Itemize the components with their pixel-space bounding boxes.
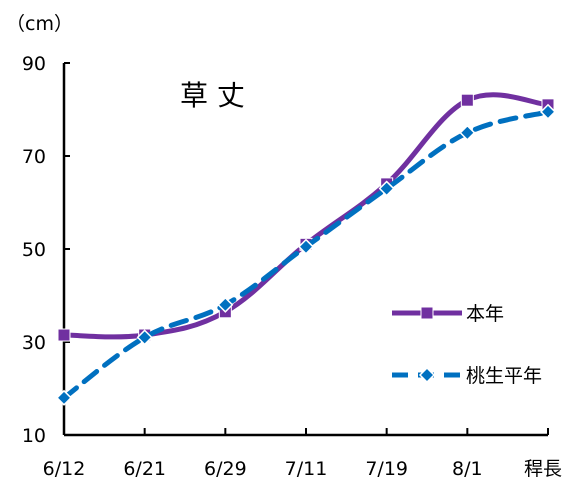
series-2-point: [459, 124, 476, 141]
series-layer: [55, 92, 557, 406]
legend-marker-2: [418, 366, 436, 384]
x-axis-label: 稈長: [524, 458, 562, 480]
y-tick-label: 10: [22, 425, 46, 447]
y-tick-label: 50: [22, 239, 46, 261]
x-tick-label: 6/21: [123, 458, 166, 480]
series-2-point: [136, 329, 153, 346]
y-tick-label: 70: [22, 146, 46, 168]
legend-label-2: 桃生平年: [466, 365, 542, 387]
axes: 10 30 50 70 90 6/12 6/21 6/29 7/11 7/19 8/1: [22, 53, 549, 480]
legend-marker-1: [420, 306, 434, 320]
x-tick-label: 7/11: [285, 458, 328, 480]
series-2-point: [378, 180, 395, 197]
chart-title: 草 丈: [180, 79, 245, 112]
series-2-point: [539, 103, 557, 120]
y-tick-label: 30: [22, 332, 46, 354]
x-tick-label: 6/12: [43, 458, 86, 480]
x-tick-label: 6/29: [204, 458, 247, 480]
series-2-point: [55, 389, 73, 406]
series-1-point: [460, 93, 474, 107]
series-line-2: [61, 109, 551, 401]
series-1-point: [57, 328, 71, 342]
y-axis-unit-label: （cm）: [6, 13, 73, 35]
series-2-point: [217, 296, 234, 313]
series-2-point: [297, 238, 315, 255]
x-tick-label: 7/19: [365, 458, 408, 480]
y-tick-label: 90: [22, 53, 46, 75]
legend-label-1: 本年: [466, 303, 504, 325]
x-tick-label: 8/1: [452, 458, 483, 480]
